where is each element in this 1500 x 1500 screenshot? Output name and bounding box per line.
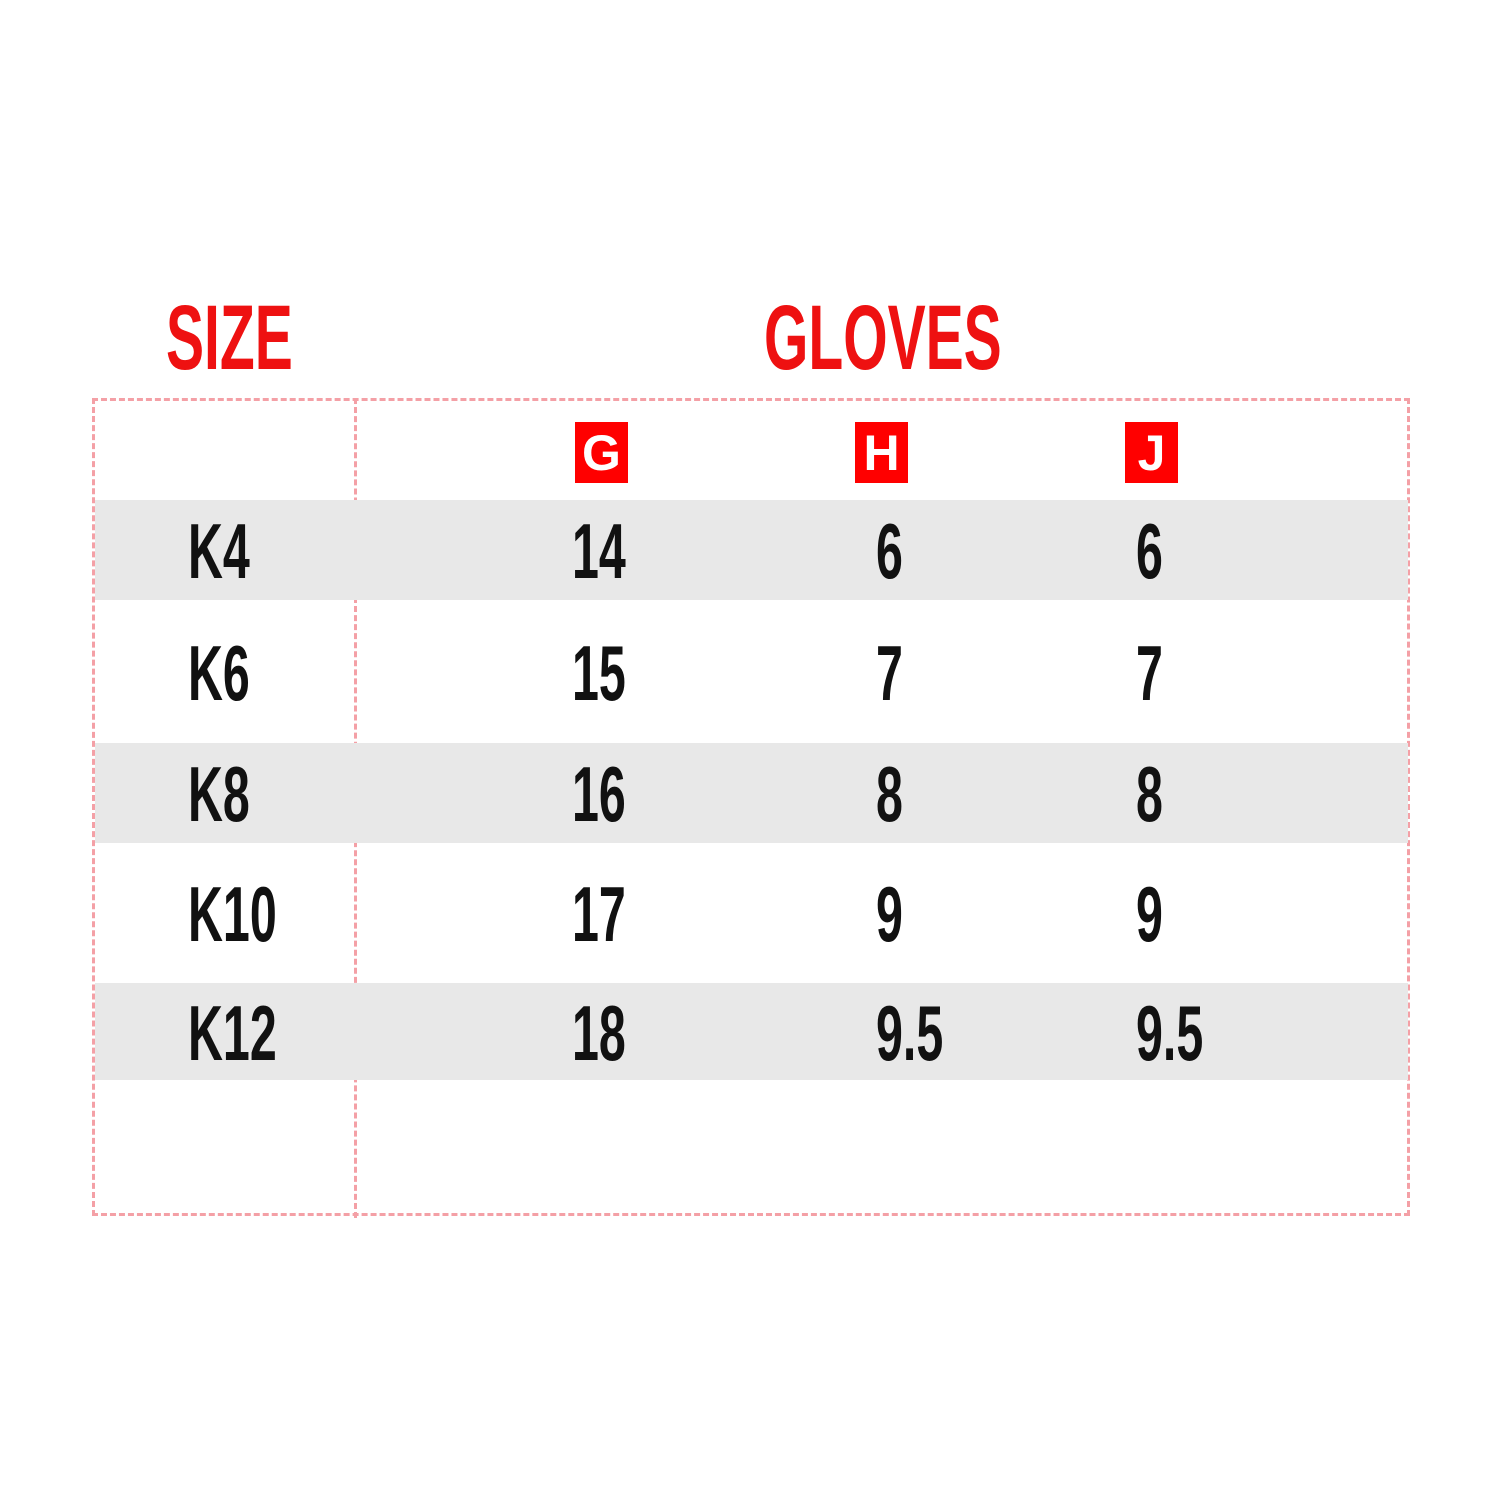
column-badge-h: H [855, 422, 908, 483]
value-cell: 15 [572, 628, 626, 717]
table-row [95, 500, 1408, 600]
value-cell: 17 [572, 870, 626, 958]
table-row [95, 743, 1408, 843]
value-cell: 6 [1136, 507, 1163, 595]
value-cell: 7 [876, 628, 903, 717]
value-cell: 8 [1136, 750, 1163, 838]
size-cell: K6 [188, 628, 250, 717]
value-cell: 14 [572, 507, 626, 595]
value-cell: 9 [876, 870, 903, 958]
value-cell: 8 [876, 750, 903, 838]
value-cell: 9.5 [876, 988, 944, 1077]
size-cell: K4 [188, 507, 250, 595]
size-cell: K8 [188, 750, 250, 838]
gloves-heading: GLOVES [764, 287, 1002, 389]
column-badge-j: J [1125, 422, 1178, 483]
table-row [95, 983, 1408, 1080]
value-cell: 9 [1136, 870, 1163, 958]
value-cell: 16 [572, 750, 626, 838]
value-cell: 6 [876, 507, 903, 595]
table-row [95, 843, 1408, 983]
size-table [92, 398, 1410, 1216]
size-cell: K10 [188, 870, 277, 958]
value-cell: 18 [572, 988, 626, 1077]
column-badge-g: G [575, 422, 628, 483]
size-cell: K12 [188, 988, 277, 1077]
table-row [95, 600, 1408, 743]
size-heading: SIZE [166, 287, 293, 389]
value-cell: 7 [1136, 628, 1163, 717]
value-cell: 9.5 [1136, 988, 1204, 1077]
